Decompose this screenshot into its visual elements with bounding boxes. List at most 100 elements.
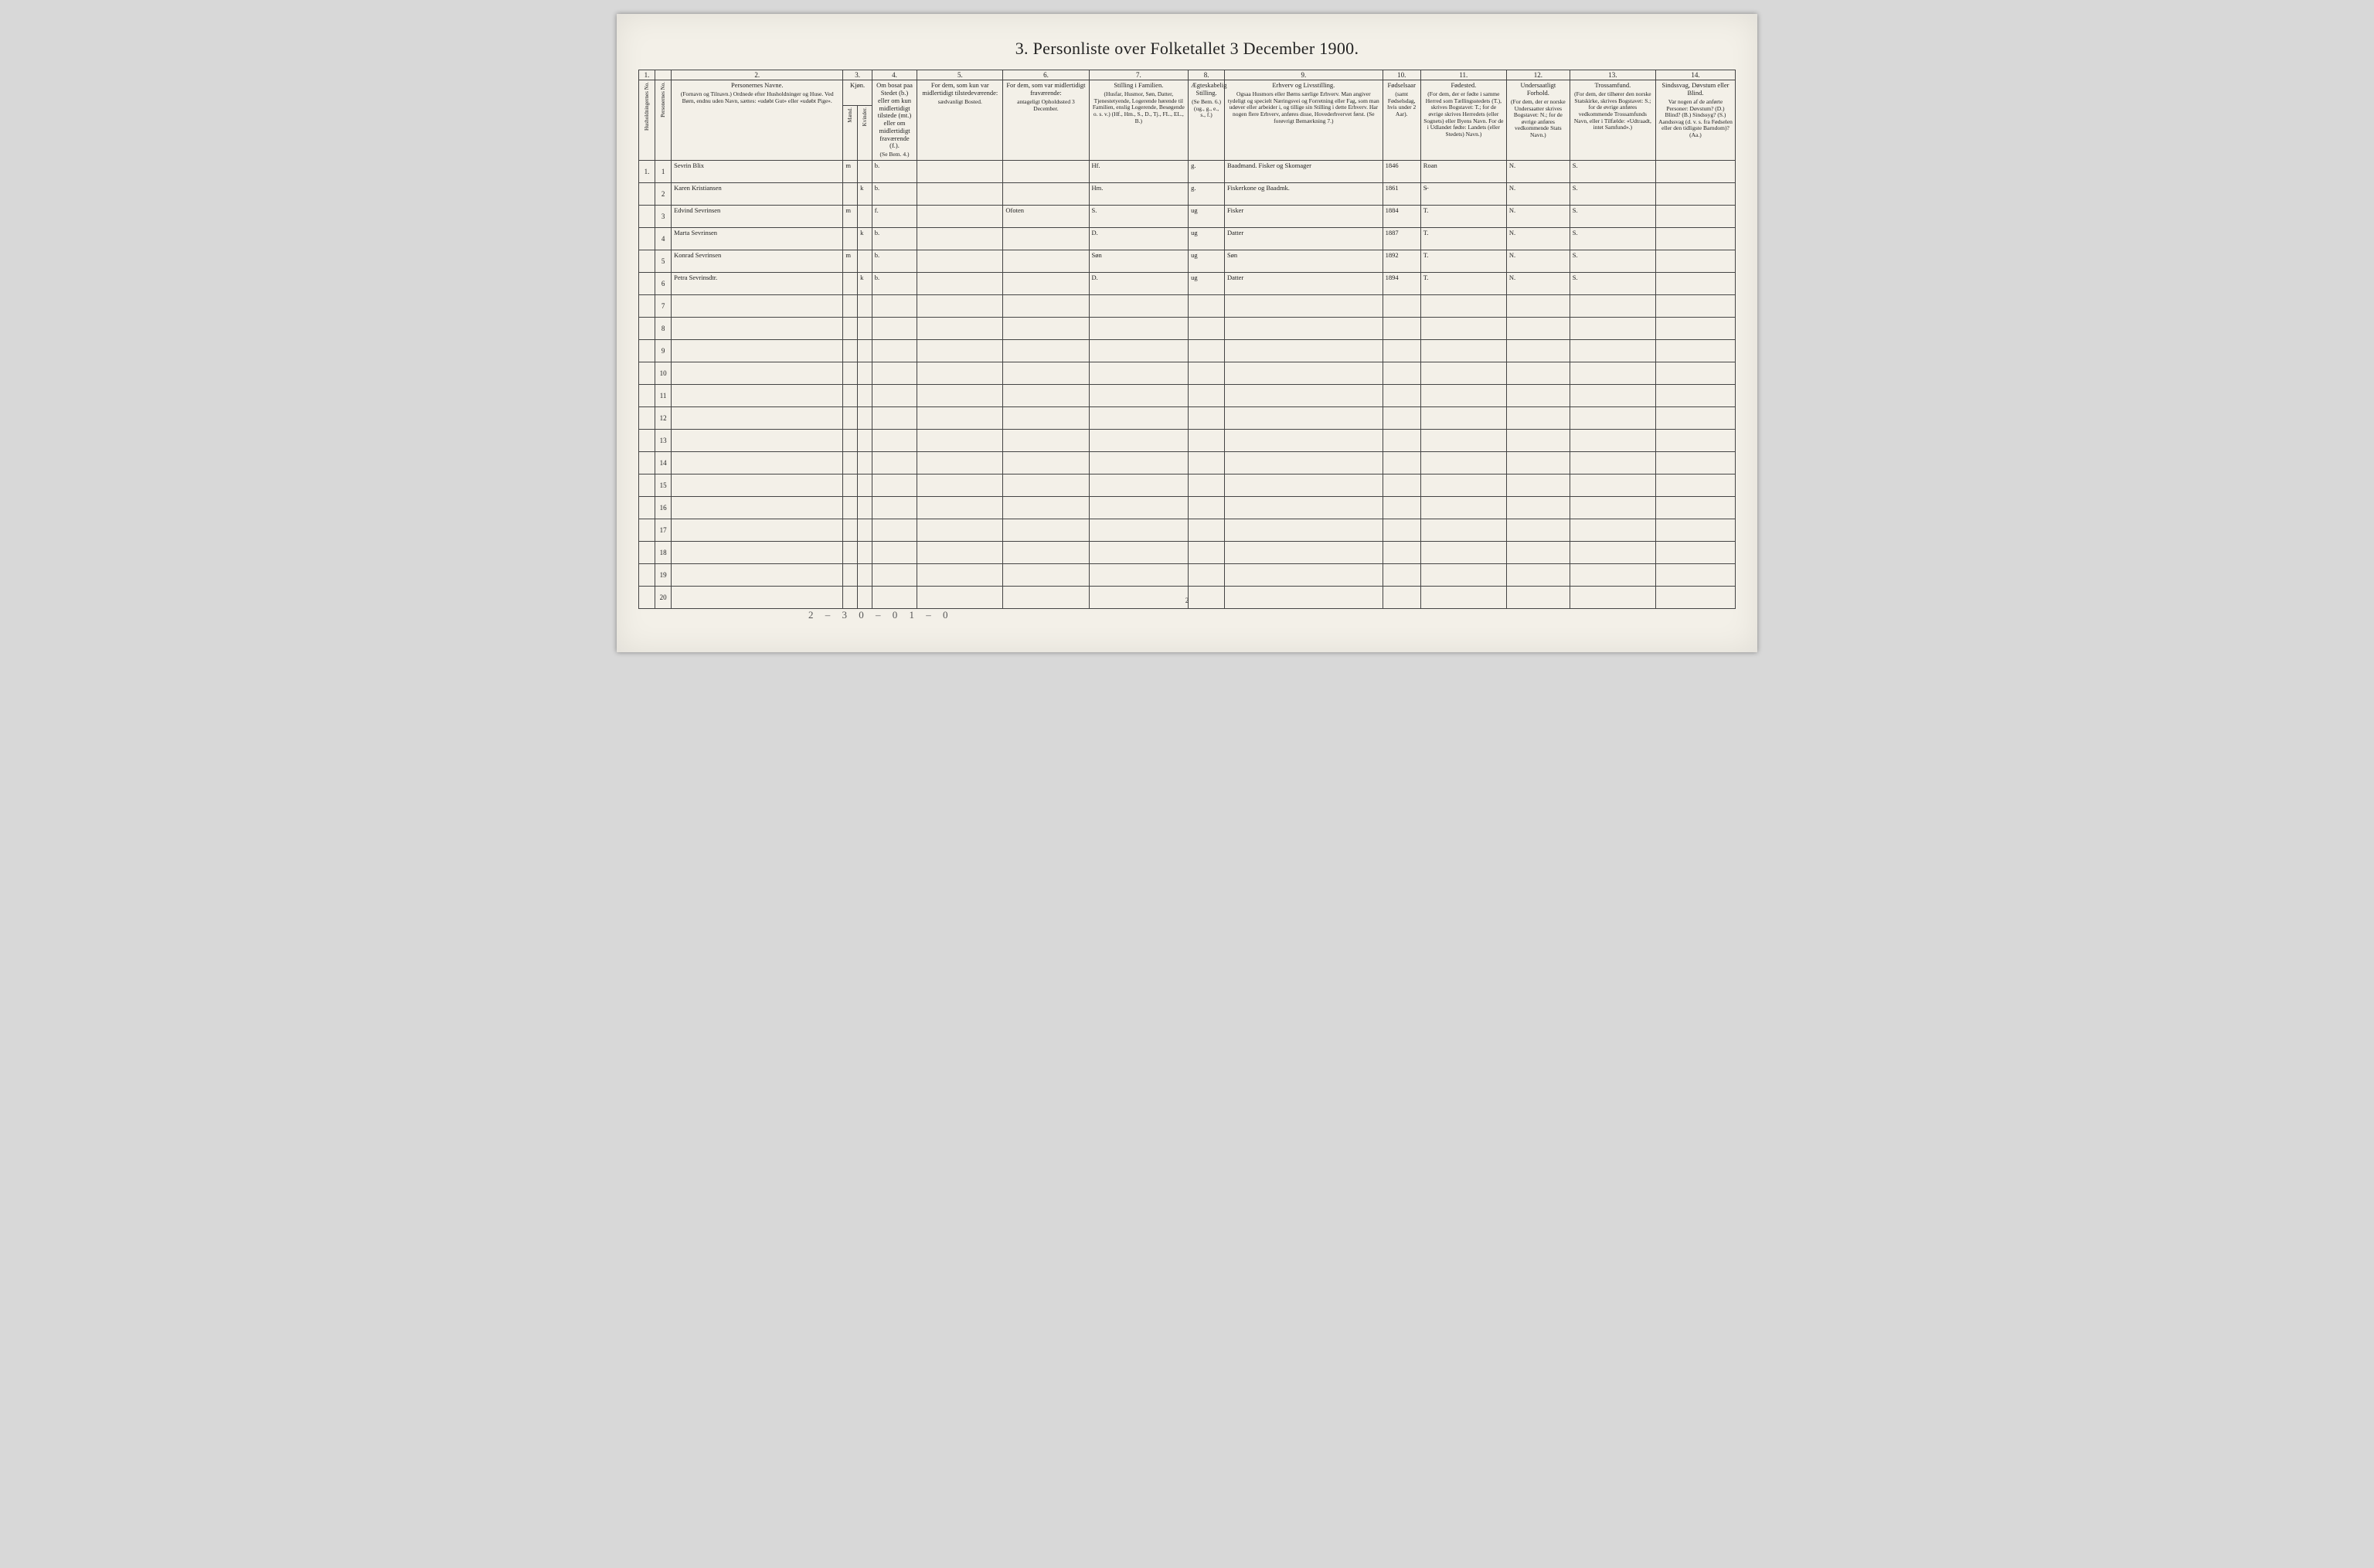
cell: 13 bbox=[655, 429, 672, 451]
cell bbox=[1655, 317, 1735, 339]
cell: Hm. bbox=[1089, 182, 1189, 205]
cell bbox=[1383, 384, 1420, 406]
cell bbox=[872, 451, 917, 474]
cell bbox=[917, 406, 1003, 429]
table-row: 4Marta Sevrinsenkb.D.ugDatter1887T.N.S. bbox=[639, 227, 1736, 250]
cell bbox=[1089, 339, 1189, 362]
cell bbox=[858, 474, 872, 496]
cell bbox=[843, 384, 858, 406]
cell bbox=[639, 563, 655, 586]
cell bbox=[1189, 496, 1225, 519]
cell: b. bbox=[872, 182, 917, 205]
cell bbox=[1224, 362, 1383, 384]
cell bbox=[843, 451, 858, 474]
cell bbox=[1003, 541, 1089, 563]
cell bbox=[1506, 451, 1570, 474]
cell bbox=[1655, 339, 1735, 362]
header-birthplace: Fødested. (For dem, der er fødte i samme… bbox=[1420, 80, 1506, 161]
colnum: 13. bbox=[1570, 70, 1655, 80]
cell bbox=[843, 362, 858, 384]
census-page: 3. Personliste over Folketallet 3 Decemb… bbox=[617, 14, 1757, 652]
cell bbox=[1420, 294, 1506, 317]
cell: 1892 bbox=[1383, 250, 1420, 272]
cell bbox=[1003, 563, 1089, 586]
cell: b. bbox=[872, 272, 917, 294]
cell bbox=[1189, 294, 1225, 317]
cell: 5 bbox=[655, 250, 672, 272]
cell bbox=[1655, 362, 1735, 384]
cell bbox=[1655, 429, 1735, 451]
cell: 16 bbox=[655, 496, 672, 519]
cell: m bbox=[843, 160, 858, 182]
cell bbox=[639, 406, 655, 429]
cell bbox=[1570, 429, 1655, 451]
cell: Ofoten bbox=[1003, 205, 1089, 227]
cell: Petra Sevrinsdtr. bbox=[672, 272, 843, 294]
cell: 11 bbox=[655, 384, 672, 406]
cell bbox=[1003, 362, 1089, 384]
table-row: 2Karen Kristiansenkb.Hm.g.Fiskerkone og … bbox=[639, 182, 1736, 205]
cell bbox=[1383, 496, 1420, 519]
cell: T. bbox=[1420, 227, 1506, 250]
header-marital: Ægteskabelig Stilling. (Se Bem. 6.) (ug.… bbox=[1189, 80, 1225, 161]
cell: D. bbox=[1089, 227, 1189, 250]
colnum: 9. bbox=[1224, 70, 1383, 80]
table-row: 17 bbox=[639, 519, 1736, 541]
cell bbox=[1655, 563, 1735, 586]
cell bbox=[1189, 429, 1225, 451]
cell bbox=[843, 406, 858, 429]
cell bbox=[843, 182, 858, 205]
cell bbox=[1655, 451, 1735, 474]
cell bbox=[672, 429, 843, 451]
cell: g. bbox=[1189, 160, 1225, 182]
cell bbox=[1003, 429, 1089, 451]
cell bbox=[1655, 250, 1735, 272]
cell bbox=[1003, 496, 1089, 519]
cell bbox=[843, 339, 858, 362]
header-occupation: Erhverv og Livsstilling. Ogsaa Husmors e… bbox=[1224, 80, 1383, 161]
cell bbox=[872, 474, 917, 496]
cell: 4 bbox=[655, 227, 672, 250]
cell bbox=[1003, 384, 1089, 406]
header-sex-k: Kvinder. bbox=[858, 105, 872, 160]
cell: N. bbox=[1506, 205, 1570, 227]
cell: b. bbox=[872, 250, 917, 272]
cell: Sevrin Blix bbox=[672, 160, 843, 182]
table-row: 14 bbox=[639, 451, 1736, 474]
cell: k bbox=[858, 182, 872, 205]
cell bbox=[858, 384, 872, 406]
cell: Søn bbox=[1089, 250, 1189, 272]
cell bbox=[1570, 384, 1655, 406]
cell: 1887 bbox=[1383, 227, 1420, 250]
cell bbox=[1655, 227, 1735, 250]
cell bbox=[1089, 474, 1189, 496]
colnum: 4. bbox=[872, 70, 917, 80]
cell bbox=[639, 317, 655, 339]
cell bbox=[1383, 451, 1420, 474]
colnum: 8. bbox=[1189, 70, 1225, 80]
cell bbox=[1089, 563, 1189, 586]
cell bbox=[1570, 474, 1655, 496]
cell: b. bbox=[872, 160, 917, 182]
cell bbox=[1506, 474, 1570, 496]
cell bbox=[917, 474, 1003, 496]
cell bbox=[1570, 294, 1655, 317]
cell bbox=[872, 384, 917, 406]
cell bbox=[672, 451, 843, 474]
cell bbox=[917, 519, 1003, 541]
cell bbox=[917, 541, 1003, 563]
cell bbox=[1383, 406, 1420, 429]
cell: N. bbox=[1506, 272, 1570, 294]
cell bbox=[639, 227, 655, 250]
cell bbox=[1224, 317, 1383, 339]
cell bbox=[1420, 362, 1506, 384]
cell bbox=[872, 541, 917, 563]
cell: 19 bbox=[655, 563, 672, 586]
cell bbox=[1383, 294, 1420, 317]
cell bbox=[1089, 317, 1189, 339]
cell: N. bbox=[1506, 182, 1570, 205]
table-row: 16 bbox=[639, 496, 1736, 519]
cell: Datter bbox=[1224, 227, 1383, 250]
cell bbox=[917, 563, 1003, 586]
cell: k bbox=[858, 227, 872, 250]
